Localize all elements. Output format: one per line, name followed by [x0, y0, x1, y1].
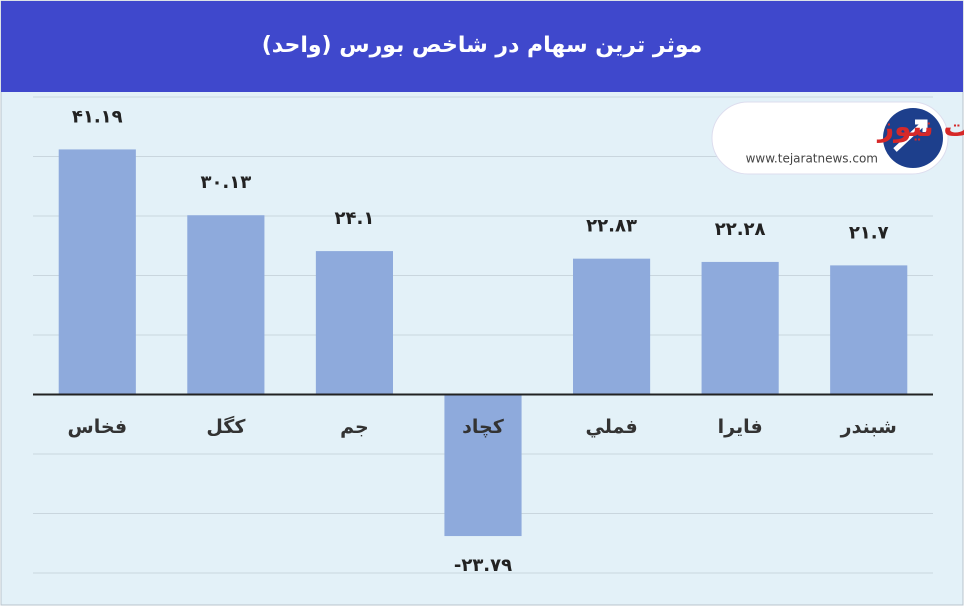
bar — [58, 149, 136, 395]
x-tick-label: فملي — [585, 416, 637, 438]
value-label: ۳۰.۱۳ — [200, 172, 251, 193]
x-tick-label: فخاس — [68, 416, 128, 438]
bar — [315, 251, 393, 395]
value-label: ۲۱.۷ — [849, 222, 889, 243]
bar — [830, 265, 908, 395]
x-tick-label: شبندر — [840, 416, 897, 438]
bar — [187, 215, 265, 395]
chart-title: موثر ترین سهام در شاخص بورس (واحد) — [262, 33, 703, 58]
logo: تجارت نیوز www.tejaratnews.com — [711, 101, 964, 175]
bar — [573, 258, 651, 395]
x-tick-label: کچاد — [462, 416, 505, 438]
header — [1, 1, 963, 92]
logo-icon — [883, 108, 943, 168]
x-tick-label: جم — [340, 416, 369, 438]
value-label: -۲۳.۷۹ — [454, 555, 512, 576]
value-label: ۲۲.۲۸ — [715, 219, 766, 240]
bar — [701, 261, 779, 395]
bar — [444, 394, 522, 537]
logo-name: تجارت نیوز — [876, 110, 964, 143]
x-tick-label: کگل — [206, 415, 246, 438]
value-label: ۴۱.۱۹ — [72, 106, 123, 127]
value-label: ۲۴.۱ — [335, 208, 375, 229]
logo-arrow — [893, 119, 928, 152]
logo-url: www.tejaratnews.com — [746, 152, 878, 166]
x-tick-label: فايرا — [718, 416, 763, 438]
value-label: ۲۲.۸۳ — [586, 216, 637, 237]
